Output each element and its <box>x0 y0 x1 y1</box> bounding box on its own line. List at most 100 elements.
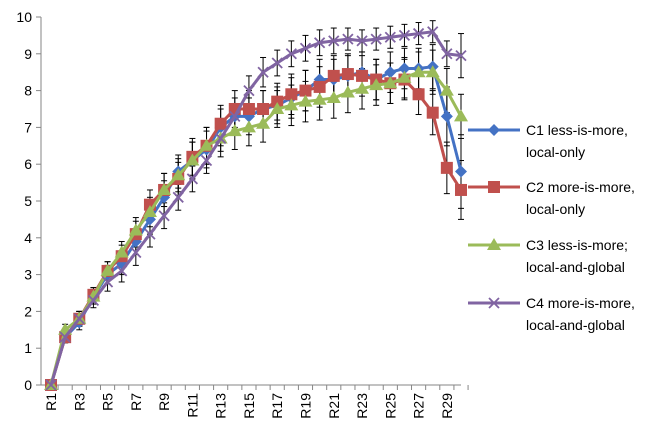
marker-stroke <box>441 48 453 60</box>
data-point <box>299 42 312 54</box>
data-point <box>356 35 368 47</box>
y-tick-label: 5 <box>24 193 32 209</box>
marker-stroke <box>328 35 340 47</box>
y-tick-label: 8 <box>24 83 32 99</box>
marker-stroke <box>130 246 142 259</box>
data-point <box>455 165 467 178</box>
x-tick-label: R11 <box>184 393 200 418</box>
data-point <box>369 78 384 91</box>
data-point <box>341 68 354 81</box>
data-point <box>73 313 85 325</box>
series-4 <box>45 26 467 391</box>
legend-label: C2 more-is-more, <box>526 179 635 195</box>
data-point <box>227 124 242 137</box>
data-point <box>454 109 468 122</box>
data-point <box>440 161 453 174</box>
data-point <box>130 246 142 259</box>
legend-item-1: C1 less-is-more, local-only <box>468 122 628 160</box>
x-tick-label: R9 <box>156 393 172 411</box>
data-point <box>285 88 298 101</box>
legend: C1 less-is-more,local-only C2 more-is-mor… <box>468 122 635 333</box>
marker-stroke <box>59 331 71 343</box>
marker-stroke <box>257 66 269 78</box>
data-point <box>59 331 71 343</box>
marker-stroke <box>186 173 199 185</box>
legend-marker <box>487 238 501 250</box>
y-tick-label: 2 <box>24 303 32 319</box>
marker-stroke <box>229 110 241 122</box>
marker-stroke <box>144 228 156 240</box>
marker-stroke <box>73 313 85 325</box>
x-tick-label: R15 <box>241 393 257 419</box>
data-point <box>455 183 467 196</box>
data-point <box>356 69 369 82</box>
data-point <box>114 245 129 258</box>
data-point <box>101 276 114 288</box>
legend-item-4: C4 more-is-more, local-and-global <box>468 295 635 333</box>
data-point <box>441 48 453 60</box>
x-tick-label: R1 <box>43 393 59 411</box>
data-point <box>427 26 439 38</box>
legend-marker <box>488 181 500 193</box>
data-point <box>285 48 297 60</box>
legend-label: C1 less-is-more, <box>526 122 628 138</box>
data-point <box>142 205 157 218</box>
y-tick-label: 9 <box>24 46 32 62</box>
data-point <box>326 90 341 103</box>
marker-stroke <box>271 57 283 69</box>
marker-stroke <box>101 276 114 288</box>
marker-stroke <box>398 29 411 42</box>
data-point <box>328 35 340 47</box>
marker-stroke <box>172 191 184 203</box>
data-point <box>398 29 411 42</box>
series-lines <box>44 26 468 391</box>
marker-stroke <box>45 379 57 391</box>
data-point <box>327 69 340 82</box>
data-point <box>215 132 227 145</box>
legend-marker <box>488 124 500 136</box>
data-point <box>411 65 426 78</box>
data-point <box>243 84 255 97</box>
data-point <box>144 228 156 240</box>
legend-marker <box>488 297 500 309</box>
data-point <box>157 182 172 195</box>
data-point <box>229 110 241 122</box>
x-tick-label: R5 <box>100 393 116 411</box>
data-point <box>242 103 255 115</box>
x-tick-label: R29 <box>439 393 455 419</box>
data-point <box>425 65 440 78</box>
x-tick-label: R13 <box>213 393 229 419</box>
marker-stroke <box>370 33 382 45</box>
marker-stroke <box>488 297 500 309</box>
marker-stroke <box>87 294 100 306</box>
data-point <box>257 103 270 115</box>
data-point <box>284 98 299 111</box>
data-point <box>172 191 184 203</box>
x-tick-label: R21 <box>326 393 342 419</box>
data-point <box>116 265 128 277</box>
data-point <box>171 168 186 181</box>
marker-stroke <box>116 265 128 277</box>
marker-stroke <box>412 27 425 40</box>
marker-stroke <box>243 84 255 97</box>
data-point <box>271 57 283 69</box>
data-point <box>45 379 57 391</box>
legend-item-2: C2 more-is-more, local-only <box>468 179 635 217</box>
data-point <box>426 106 439 119</box>
data-point <box>128 223 143 236</box>
y-tick-label: 1 <box>24 340 32 356</box>
marker-stroke <box>356 35 368 47</box>
data-point <box>241 120 256 133</box>
y-tick-label: 7 <box>24 119 32 135</box>
marker-stroke <box>158 210 170 222</box>
legend-label: local-and-global <box>526 259 625 275</box>
marker-stroke <box>299 42 312 54</box>
data-point <box>384 31 396 43</box>
y-tick-label: 3 <box>24 267 32 283</box>
legend-label: C4 more-is-more, <box>526 295 635 311</box>
x-tick-label: R7 <box>128 393 144 411</box>
data-point <box>313 80 326 93</box>
data-point <box>100 263 115 276</box>
data-point <box>312 92 327 105</box>
